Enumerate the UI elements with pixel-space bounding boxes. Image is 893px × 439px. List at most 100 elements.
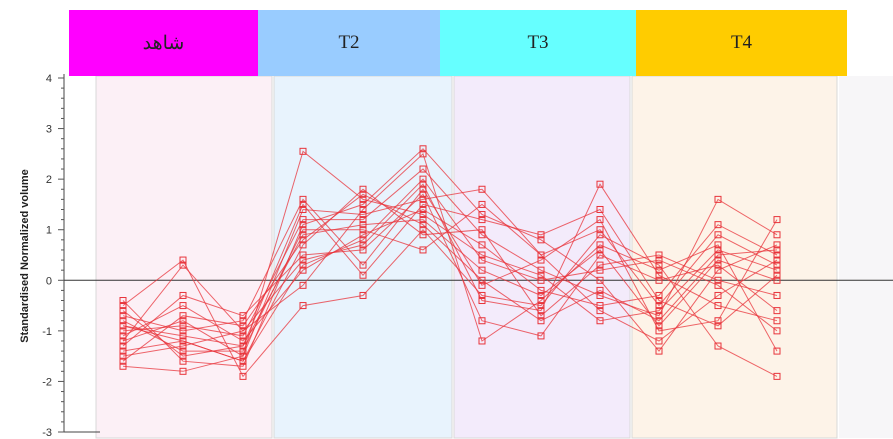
series-path	[122, 228, 778, 378]
data-point	[359, 246, 367, 254]
data-point	[596, 317, 604, 325]
data-point	[714, 302, 722, 310]
data-point	[419, 200, 427, 208]
data-point	[478, 211, 486, 219]
data-point	[596, 276, 604, 284]
data-point	[478, 337, 486, 345]
y-axis-label: Standardised Normalized volume	[19, 169, 31, 343]
data-point	[596, 291, 604, 299]
data-point	[537, 317, 545, 325]
data-point	[596, 307, 604, 315]
data-point	[119, 312, 127, 320]
data-point	[119, 327, 127, 335]
data-point	[478, 297, 486, 305]
data-point	[299, 281, 307, 289]
y-tick-label: -1	[42, 326, 52, 338]
series-line	[119, 145, 781, 370]
data-point	[359, 195, 367, 203]
data-point	[119, 322, 127, 330]
y-tick-label: 2	[46, 174, 52, 186]
data-point	[299, 200, 307, 208]
trailing-band	[839, 76, 893, 438]
data-point	[119, 317, 127, 325]
data-point	[419, 216, 427, 224]
data-point	[419, 175, 427, 183]
data-point	[655, 337, 663, 345]
series-path	[122, 178, 778, 362]
y-tick-label: 1	[46, 225, 52, 237]
data-point	[773, 291, 781, 299]
series-line	[119, 175, 781, 365]
series-path	[122, 148, 778, 367]
data-point	[299, 251, 307, 259]
data-point	[359, 221, 367, 229]
data-point	[359, 185, 367, 193]
data-point	[179, 302, 187, 310]
data-point	[419, 221, 427, 229]
data-point	[119, 337, 127, 345]
data-point	[537, 302, 545, 310]
data-point	[773, 216, 781, 224]
data-point	[179, 322, 187, 330]
data-point	[419, 150, 427, 158]
data-point	[655, 312, 663, 320]
data-point	[179, 342, 187, 350]
data-point	[714, 266, 722, 274]
data-point	[119, 357, 127, 365]
data-point	[773, 241, 781, 249]
data-point	[359, 231, 367, 239]
data-point	[179, 357, 187, 365]
data-point	[299, 302, 307, 310]
series-path	[122, 183, 778, 357]
data-point	[537, 271, 545, 279]
data-point	[239, 357, 247, 365]
data-point	[773, 307, 781, 315]
data-point	[419, 211, 427, 219]
data-point	[299, 147, 307, 155]
data-point	[239, 347, 247, 355]
data-point	[537, 266, 545, 274]
data-point	[596, 251, 604, 259]
data-point	[179, 347, 187, 355]
data-point	[359, 261, 367, 269]
data-point	[537, 291, 545, 299]
data-point	[119, 297, 127, 305]
data-point	[714, 281, 722, 289]
data-point	[596, 205, 604, 213]
y-tick-label: 0	[46, 275, 52, 287]
data-point	[478, 281, 486, 289]
series-path	[122, 168, 778, 337]
y-tick-label: 4	[46, 73, 52, 85]
data-point	[478, 216, 486, 224]
data-point	[239, 312, 247, 320]
data-point	[655, 297, 663, 305]
data-point	[714, 317, 722, 325]
data-point	[655, 317, 663, 325]
data-point	[596, 261, 604, 269]
data-point	[119, 307, 127, 315]
data-point	[359, 226, 367, 234]
y-tick-label: -2	[42, 376, 52, 388]
data-point	[359, 291, 367, 299]
data-point	[419, 195, 427, 203]
data-point	[596, 302, 604, 310]
group-header-2: T2	[258, 10, 440, 76]
series-line	[119, 200, 781, 355]
data-point	[537, 312, 545, 320]
data-point	[714, 322, 722, 330]
data-point	[478, 185, 486, 193]
data-point	[299, 216, 307, 224]
data-point	[419, 145, 427, 153]
data-point	[359, 205, 367, 213]
group-header-1: شاهد	[69, 10, 258, 76]
data-point	[179, 291, 187, 299]
data-point	[773, 256, 781, 264]
data-point	[478, 266, 486, 274]
data-point	[478, 291, 486, 299]
data-point	[655, 256, 663, 264]
data-point	[773, 261, 781, 269]
series-path	[122, 188, 778, 332]
data-point	[596, 286, 604, 294]
data-point	[359, 241, 367, 249]
data-point	[655, 251, 663, 259]
